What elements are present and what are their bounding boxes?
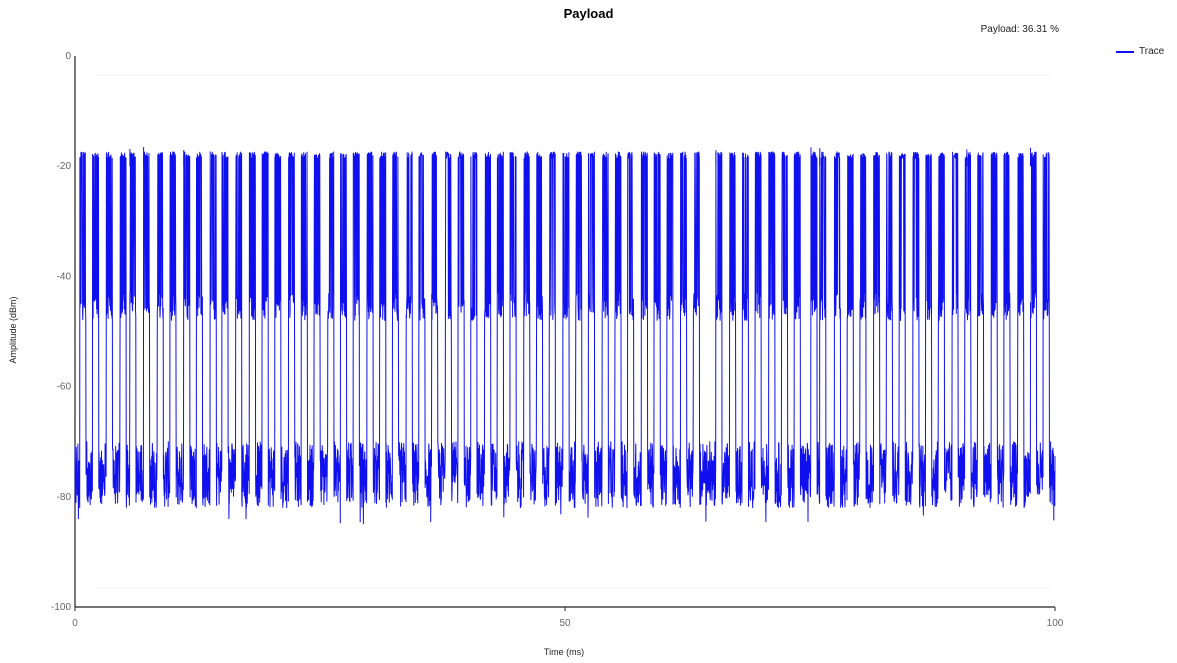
x-tick-1: 50 [559,607,571,629]
y-tick-label-0: 0 [65,51,71,62]
y-tick-label-1: -20 [57,161,72,172]
x-tick-label-2: 100 [1047,618,1064,629]
y-tick-label-3: -60 [57,382,72,393]
x-tick-2: 100 [1047,607,1064,629]
y-tick-5: -100 [51,602,71,613]
y-tick-3: -60 [57,382,72,393]
y-tick-1: -20 [57,161,72,172]
y-tick-2: -40 [57,271,72,282]
x-tick-label-0: 0 [72,618,78,629]
x-tick-label-1: 50 [559,618,571,629]
y-tick-label-2: -40 [57,271,72,282]
y-tick-label-4: -80 [57,492,72,503]
y-tick-4: -80 [57,492,72,503]
y-tick-0: 0 [65,51,71,62]
series-trace-line [74,151,1056,525]
chart-title: Payload [563,6,614,21]
y-tick-label-5: -100 [51,602,71,613]
legend[interactable]: Trace [1116,46,1164,57]
legend-swatch-trace [1116,50,1134,53]
x-tick-0: 0 [72,607,78,629]
payload-readout: Payload: 36.31 % [980,24,1059,35]
legend-label-trace: Trace [1139,46,1165,57]
x-axis-label: Time (ms) [543,647,585,657]
